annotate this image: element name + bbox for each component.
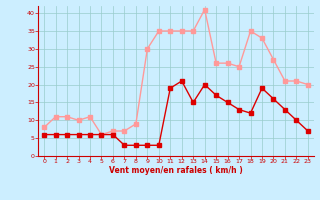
X-axis label: Vent moyen/en rafales ( km/h ): Vent moyen/en rafales ( km/h ) [109, 166, 243, 175]
